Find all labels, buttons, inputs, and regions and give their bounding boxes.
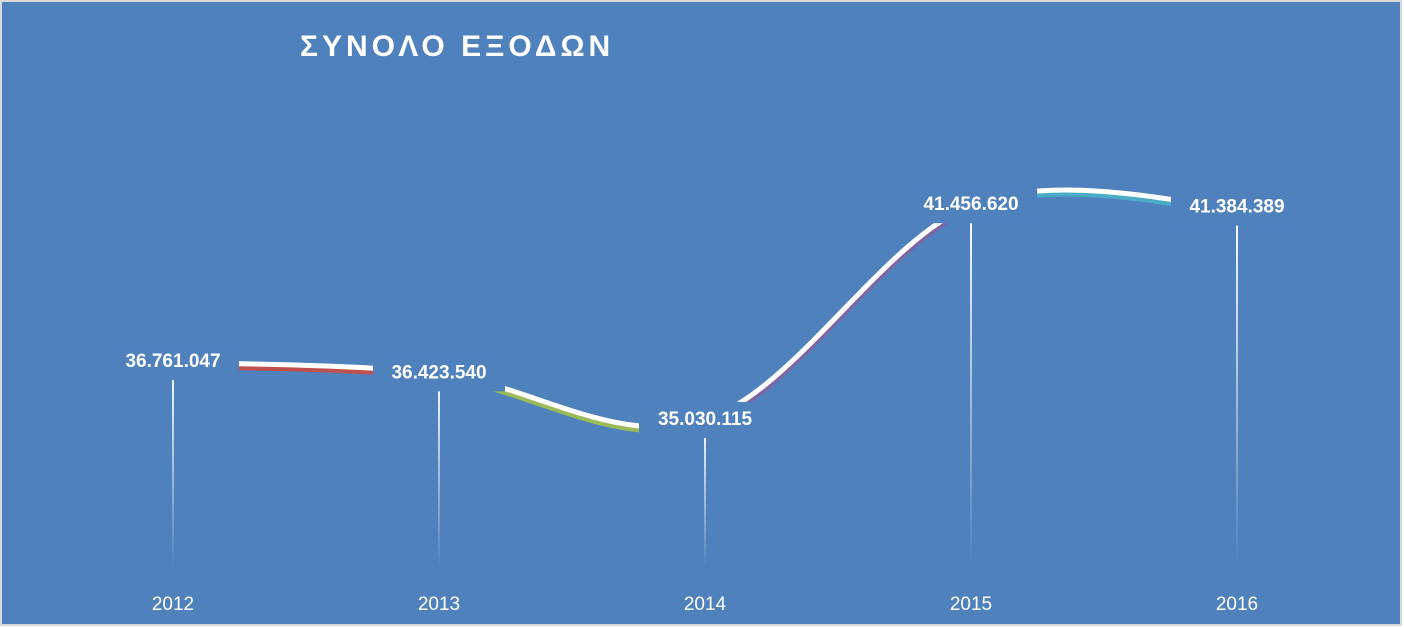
drop-line	[704, 419, 706, 568]
drop-line	[438, 373, 440, 568]
label-background	[1171, 189, 1303, 226]
x-tick-label: 2014	[684, 594, 727, 615]
drop-line	[172, 362, 174, 568]
data-label: 36.761.047	[125, 351, 220, 372]
data-label: 41.456.620	[923, 194, 1018, 215]
label-background	[639, 401, 771, 438]
data-label: 36.423.540	[391, 362, 486, 383]
chart-title: ΣΥΝΟΛΟ ΕΞΟΔΩΝ	[300, 30, 614, 63]
x-tick-label: 2016	[1216, 594, 1258, 615]
drop-line	[970, 205, 972, 568]
label-background	[373, 355, 505, 392]
x-tick-label: 2015	[950, 594, 992, 615]
label-background	[905, 187, 1037, 224]
x-tick-label: 2013	[418, 594, 460, 615]
label-background	[107, 344, 239, 381]
data-label: 35.030.115	[658, 409, 752, 430]
data-label: 41.384.389	[1189, 197, 1284, 218]
drop-line	[1236, 207, 1238, 568]
x-tick-label: 2012	[152, 594, 194, 615]
